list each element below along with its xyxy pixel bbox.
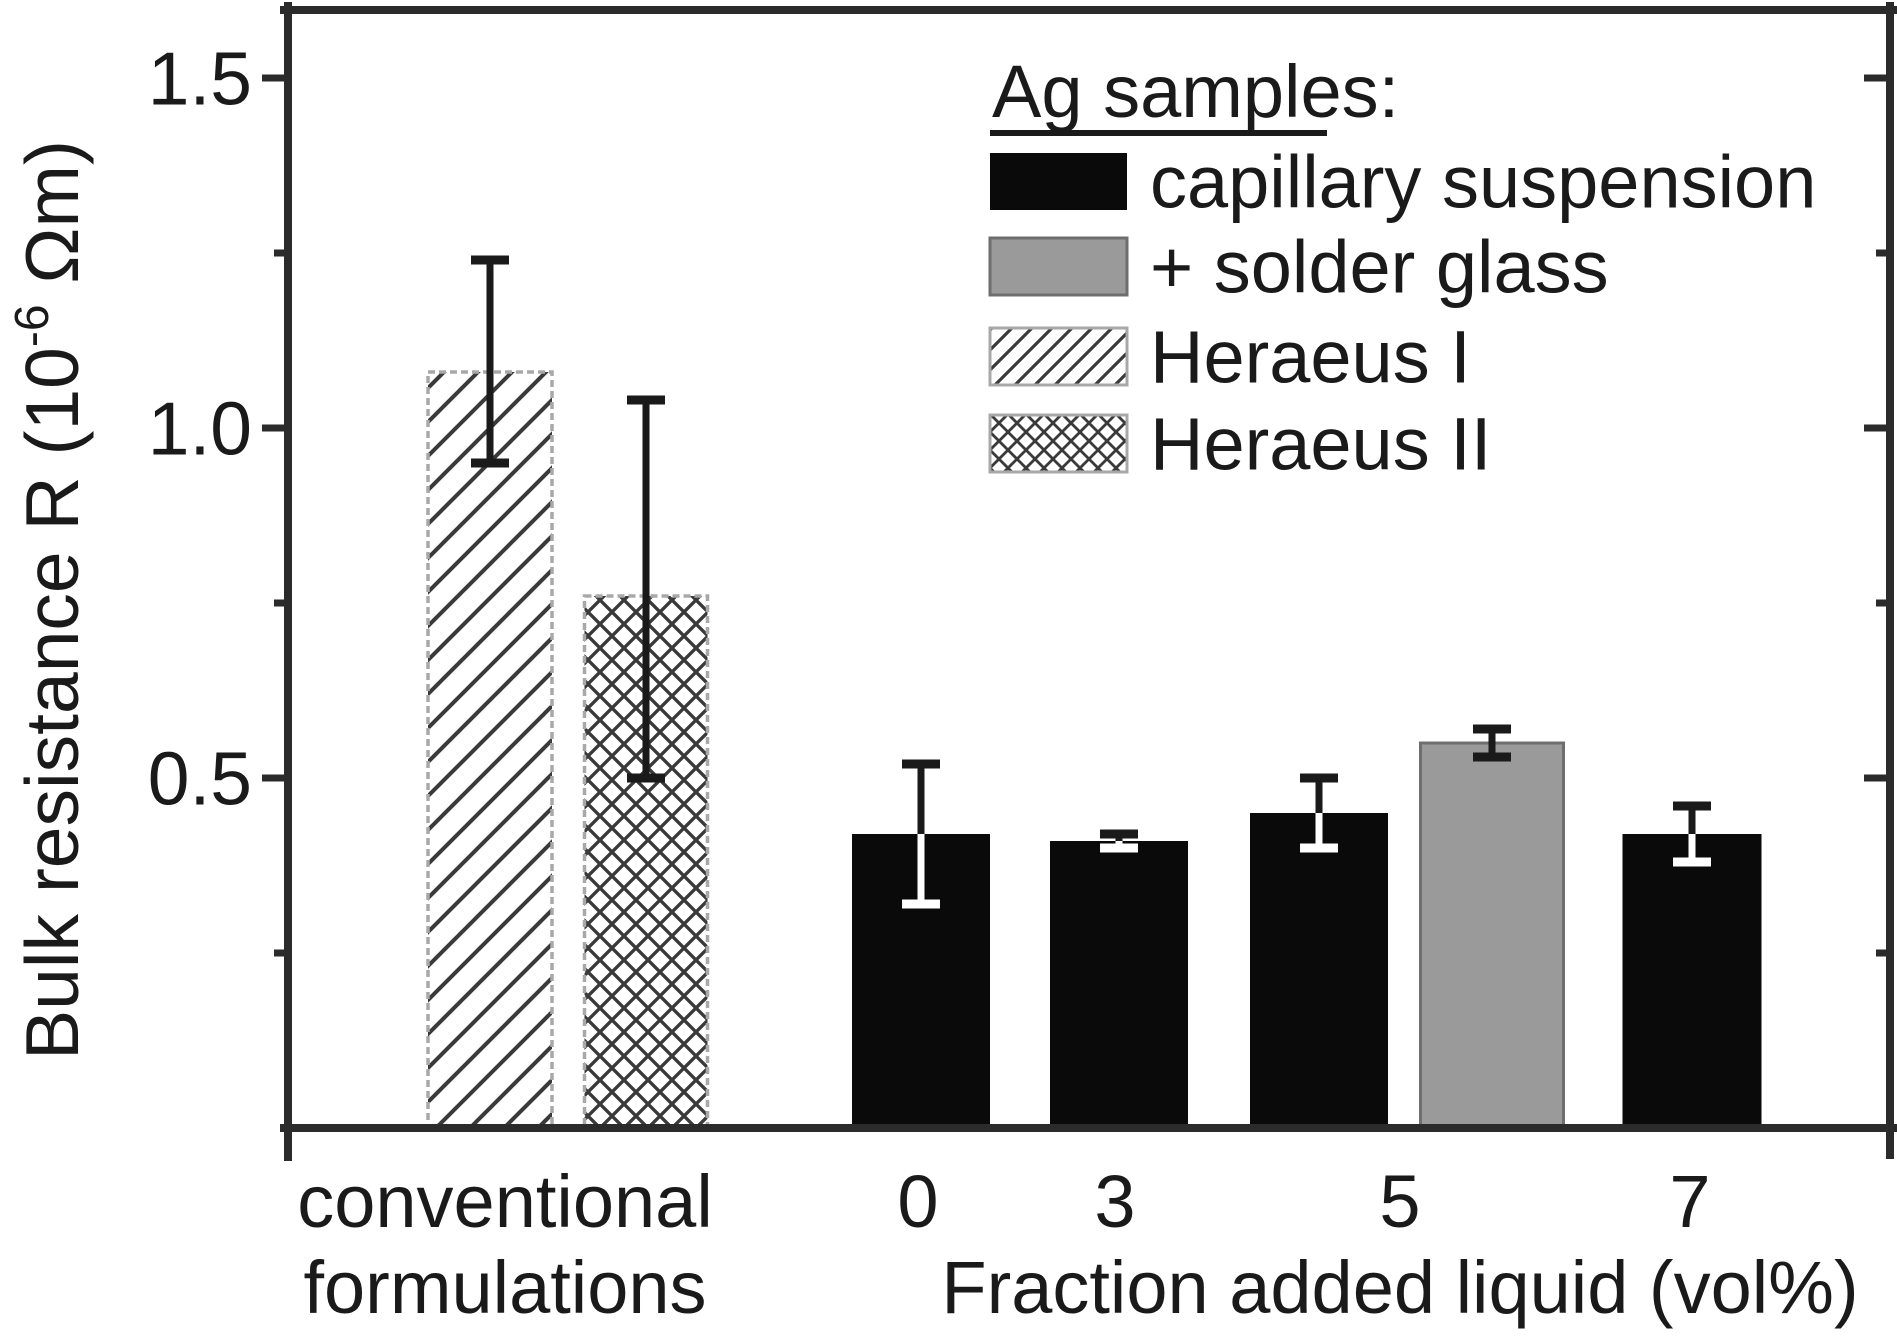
y-tick-label: 1.0 (148, 386, 252, 470)
error-bar-heraeus-i-conventional-formulations (471, 255, 509, 468)
legend-label: Heraeus II (1150, 403, 1491, 486)
bar-solder-glass-5 (1419, 741, 1565, 1130)
legend-swatch-heraeus-ii (988, 413, 1129, 474)
x-tick-label: 5 (1379, 1160, 1420, 1243)
x-tick-label: conventional (297, 1160, 713, 1243)
plot-frame (280, 2, 1897, 1161)
legend-swatch-solder-glass (988, 236, 1129, 297)
x-tick-label: 3 (1094, 1160, 1135, 1243)
error-bar-heraeus-ii-conventional-formulations (627, 395, 665, 783)
error-bar-capillary-suspension-7 (1673, 801, 1711, 867)
bar-capillary-suspension-3 (1050, 841, 1188, 1128)
y-axis-title: Bulk resistance R (10-6 Ωm) (6, 140, 94, 1060)
bar-capillary-suspension-7 (1622, 834, 1762, 1128)
error-bar-capillary-suspension-0 (902, 759, 940, 909)
bars-group (426, 255, 1762, 1130)
legend-swatch-heraeus-i (988, 326, 1129, 387)
x-tick-label: 0 (897, 1160, 938, 1243)
x-tick-label: 7 (1669, 1160, 1710, 1243)
x-axis-title: Fraction added liquid (vol%) (941, 1246, 1858, 1329)
y-tick-label: 0.5 (148, 736, 252, 820)
legend-swatch-capillary-suspension (990, 153, 1127, 210)
error-bar-capillary-suspension-3 (1100, 829, 1138, 853)
error-bar-capillary-suspension-5 (1300, 773, 1338, 853)
legend: Ag samples:capillary suspension+ solder … (988, 50, 1816, 486)
legend-title: Ag samples: (992, 50, 1399, 133)
y-tick-label: 1.5 (148, 36, 252, 120)
bar-heraeus-i-conventional-formulations (426, 370, 554, 1130)
legend-label: capillary suspension (1150, 141, 1816, 224)
bar-capillary-suspension-5 (1250, 813, 1388, 1128)
legend-label: Heraeus I (1150, 316, 1471, 399)
legend-label: + solder glass (1150, 226, 1609, 309)
axis-ticks (262, 74, 1892, 957)
error-bar-solder-glass-5 (1473, 724, 1511, 762)
x-tick-label: formulations (303, 1246, 706, 1329)
